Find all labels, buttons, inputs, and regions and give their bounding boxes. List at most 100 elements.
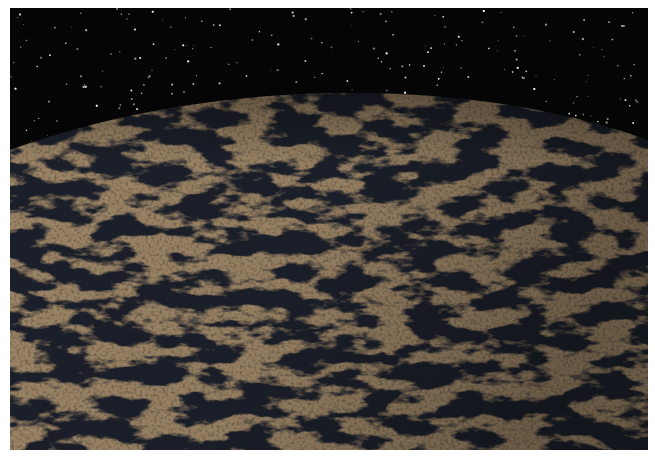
star — [579, 54, 581, 56]
star — [372, 47, 376, 50]
star — [321, 72, 323, 75]
star — [130, 98, 133, 100]
star — [126, 18, 128, 20]
star — [442, 67, 444, 69]
star — [385, 89, 388, 92]
star — [523, 34, 524, 36]
star — [119, 104, 122, 106]
star — [574, 114, 577, 117]
star — [151, 69, 153, 71]
star — [523, 77, 525, 79]
star — [218, 24, 221, 27]
star — [581, 37, 585, 41]
star — [357, 40, 359, 42]
star — [85, 29, 88, 32]
star — [444, 26, 447, 28]
star — [148, 75, 151, 78]
star — [120, 13, 123, 15]
star — [130, 89, 133, 92]
star — [100, 86, 102, 88]
star — [568, 112, 571, 115]
star — [349, 7, 352, 10]
star — [23, 24, 25, 26]
star — [636, 101, 638, 103]
star — [25, 129, 28, 132]
star — [592, 46, 594, 48]
star — [401, 65, 404, 68]
star — [516, 66, 519, 70]
star — [245, 75, 248, 77]
star — [434, 15, 436, 17]
star — [455, 44, 458, 46]
star — [201, 20, 203, 22]
star — [590, 115, 592, 117]
star — [457, 35, 460, 38]
star — [174, 49, 176, 51]
star — [587, 95, 589, 97]
star — [350, 25, 352, 27]
star — [10, 76, 13, 78]
star — [608, 21, 610, 23]
star — [40, 56, 43, 59]
star — [533, 87, 536, 91]
star — [321, 42, 323, 44]
star — [379, 12, 382, 16]
star — [295, 81, 298, 84]
star — [171, 83, 174, 86]
star — [20, 46, 22, 48]
star — [408, 64, 411, 66]
star — [467, 76, 470, 78]
star — [437, 77, 440, 80]
star — [512, 26, 515, 29]
star — [133, 28, 137, 31]
star — [384, 20, 387, 23]
star — [38, 117, 40, 119]
star — [497, 40, 499, 42]
star — [482, 9, 485, 13]
star — [139, 57, 142, 59]
star — [83, 84, 86, 86]
star — [391, 11, 393, 13]
star — [140, 92, 143, 94]
star — [514, 49, 516, 52]
star — [587, 74, 589, 76]
star — [12, 61, 15, 64]
star — [251, 39, 254, 41]
star — [186, 45, 188, 47]
star — [134, 57, 137, 60]
star — [165, 57, 167, 59]
star — [404, 76, 407, 79]
star — [54, 27, 56, 29]
star — [460, 67, 462, 69]
star — [271, 34, 273, 37]
star — [65, 42, 67, 45]
star — [76, 48, 79, 51]
star — [427, 51, 429, 54]
star — [403, 91, 407, 94]
star — [258, 30, 261, 33]
star — [500, 11, 502, 13]
star — [18, 13, 22, 16]
star — [49, 54, 51, 57]
star — [65, 83, 68, 85]
star — [440, 71, 443, 73]
star — [511, 71, 514, 73]
star — [583, 19, 585, 21]
star — [461, 40, 463, 42]
star — [128, 13, 130, 15]
star — [481, 21, 484, 24]
star — [624, 99, 627, 102]
star — [212, 24, 215, 26]
star — [621, 24, 624, 27]
star — [171, 92, 173, 95]
star — [628, 105, 631, 107]
star — [48, 100, 50, 103]
star — [136, 108, 139, 111]
star — [346, 80, 349, 82]
star — [422, 64, 426, 67]
star — [161, 19, 163, 21]
star — [611, 38, 614, 41]
star — [292, 14, 295, 18]
star — [623, 77, 626, 80]
star — [430, 47, 432, 50]
